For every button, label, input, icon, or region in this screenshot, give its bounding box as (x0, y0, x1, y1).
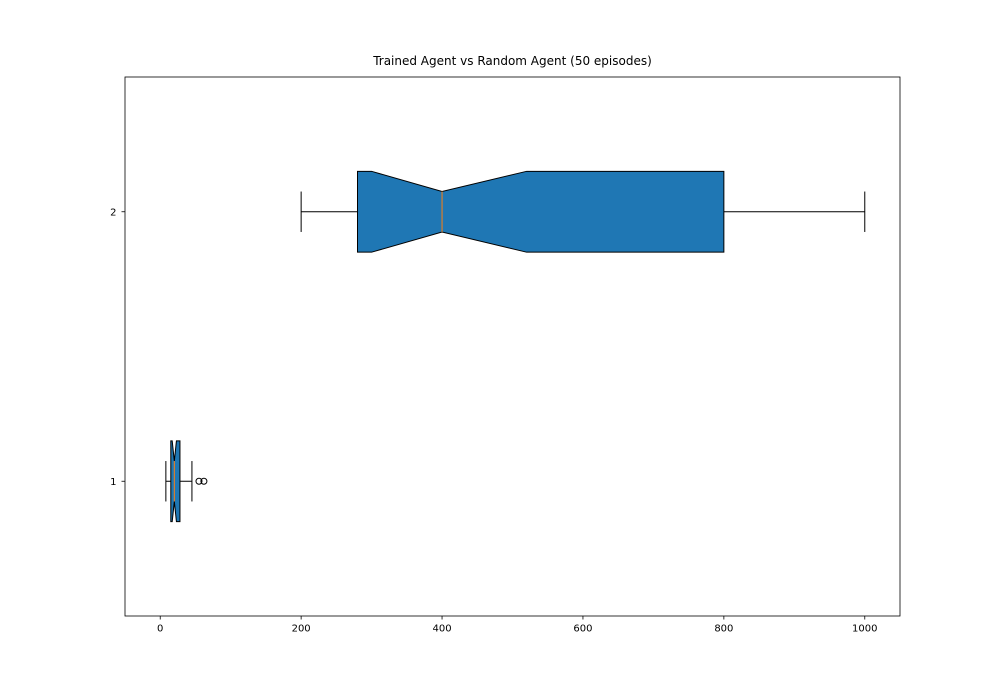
x-tick-label: 0 (157, 624, 163, 635)
x-tick-label: 1000 (852, 624, 877, 635)
box-1 (358, 171, 724, 252)
x-tick-label: 400 (432, 624, 451, 635)
x-tick-label: 800 (714, 624, 733, 635)
x-tick-label: 600 (573, 624, 592, 635)
y-tick-label: 2 (110, 207, 116, 218)
y-tick-label: 1 (110, 477, 116, 488)
box-0 (171, 441, 180, 522)
x-tick-label: 200 (292, 624, 311, 635)
chart-title: Trained Agent vs Random Agent (50 episod… (372, 54, 652, 68)
axes-frame (125, 77, 900, 616)
boxplot-chart: 0 200 400 600 800 1000 1 2 Trained Agent vs Rand… (0, 0, 1000, 700)
